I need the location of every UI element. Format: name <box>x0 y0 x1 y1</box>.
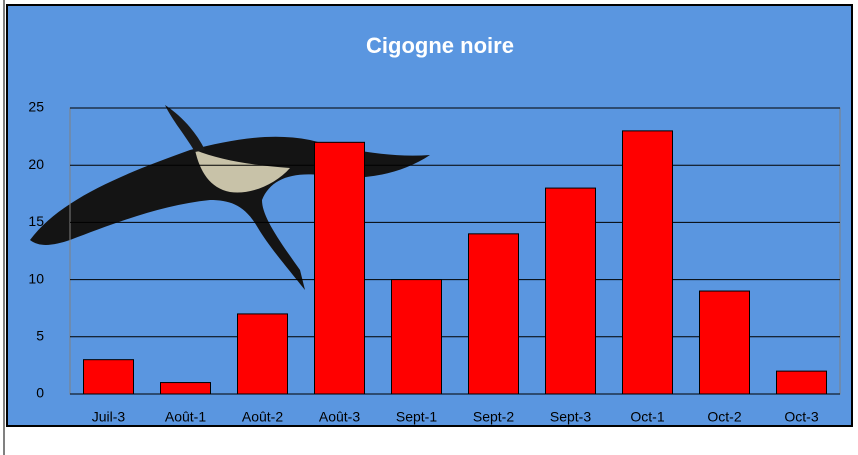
bar <box>777 371 827 394</box>
y-tick-label: 20 <box>28 156 44 172</box>
bar <box>700 291 750 394</box>
x-tick-label: Sept-1 <box>396 409 437 425</box>
chart-title: Cigogne noire <box>366 33 514 58</box>
x-tick-label: Oct-3 <box>784 409 818 425</box>
x-tick-label: Sept-3 <box>550 409 591 425</box>
page: {"chart_data": {"type": "bar", "title": … <box>0 0 858 455</box>
y-tick-label: 5 <box>36 328 44 344</box>
bar <box>546 188 596 394</box>
bar <box>469 234 519 394</box>
x-tick-label: Juil-3 <box>92 409 126 425</box>
y-tick-label: 15 <box>28 213 44 229</box>
bar <box>161 383 211 394</box>
bar <box>238 314 288 394</box>
x-tick-label: Sept-2 <box>473 409 514 425</box>
x-tick-label: Août-3 <box>319 409 360 425</box>
x-tick-label: Oct-1 <box>630 409 664 425</box>
bar <box>392 280 442 394</box>
x-tick-label: Oct-2 <box>707 409 741 425</box>
bar <box>315 142 365 394</box>
bar <box>623 131 673 394</box>
x-tick-label: Août-2 <box>242 409 283 425</box>
chart: Cigogne noire 0 5 10 15 20 25 Juil-3 Août-1 Août… <box>0 0 858 455</box>
x-tick-label: Août-1 <box>165 409 206 425</box>
y-tick-label: 10 <box>28 270 44 286</box>
bar <box>84 360 134 394</box>
y-tick-label: 25 <box>28 99 44 115</box>
y-tick-label: 0 <box>36 385 44 401</box>
